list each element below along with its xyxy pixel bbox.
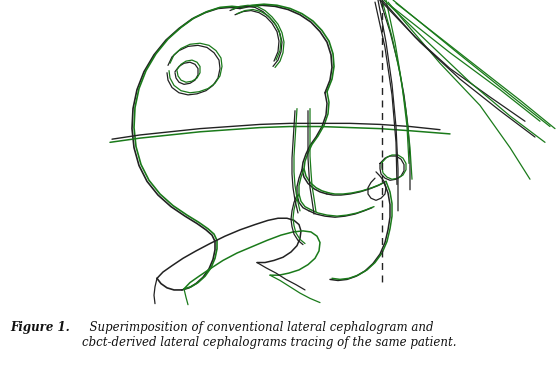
Text: Figure 1.: Figure 1. [10, 321, 70, 334]
Text: Superimposition of conventional lateral cephalogram and
cbct-derived lateral cep: Superimposition of conventional lateral … [82, 321, 457, 349]
